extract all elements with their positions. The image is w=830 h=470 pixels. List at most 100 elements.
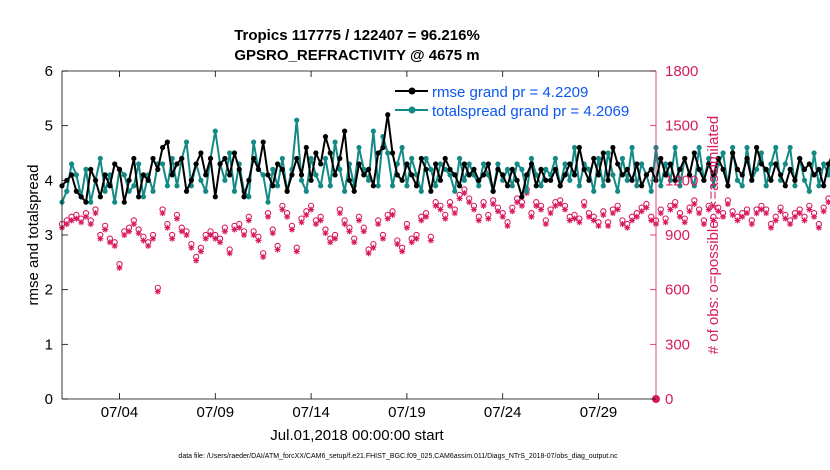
totalspread-point (495, 161, 501, 167)
rmse-point (236, 166, 242, 172)
rmse-point (409, 172, 415, 178)
obs-assimilated-marker (614, 206, 621, 213)
totalspread-point (198, 177, 204, 183)
y-left-tick-label: 0 (45, 391, 53, 408)
obs-assimilated-marker (724, 201, 731, 208)
totalspread-point (370, 128, 376, 134)
rmse-point (217, 161, 223, 167)
totalspread-point (706, 155, 712, 162)
obs-assimilated-marker (643, 204, 650, 211)
rmse-point (725, 183, 731, 189)
totalspread-point (342, 188, 348, 194)
y-right-tick-label: 1200 (665, 172, 698, 189)
rmse-point (116, 166, 123, 172)
rmse-point (715, 155, 721, 162)
totalspread-point (251, 139, 257, 145)
obs-assimilated-marker (106, 239, 113, 246)
rmse-point (203, 172, 209, 178)
totalspread-point (64, 188, 70, 194)
totalspread-point (279, 155, 285, 162)
obs-assimilated-marker (533, 202, 540, 209)
obs-assimilated-marker (221, 228, 228, 235)
obs-assimilated-marker (566, 217, 573, 224)
obs-assimilated-marker (782, 215, 789, 222)
rmse-point (361, 172, 367, 178)
rmse-point (227, 172, 233, 178)
rmse-point (150, 155, 156, 162)
obs-assimilated-marker (255, 237, 262, 244)
rmse-point (136, 194, 142, 200)
rmse-point (68, 172, 75, 178)
x-tick-label: 07/19 (388, 404, 426, 421)
obs-assimilated-marker (710, 217, 717, 224)
obs-assimilated-marker (748, 221, 755, 228)
obs-assimilated-marker (341, 221, 348, 228)
rmse-point (548, 177, 554, 183)
obs-assimilated-marker (447, 202, 454, 209)
y-right-tick-label: 0 (665, 391, 673, 408)
rmse-point (801, 166, 808, 172)
obs-assimilated-marker (351, 239, 358, 246)
rmse-point (442, 155, 448, 162)
rmse-point (634, 161, 640, 167)
obs-assimilated-marker (212, 235, 219, 242)
rmse-point (797, 155, 803, 162)
rmse-point (318, 161, 324, 167)
totalspread-point (404, 183, 410, 189)
obs-assimilated-marker (303, 211, 310, 218)
obs-assimilated-marker (456, 195, 463, 202)
totalspread-point (365, 177, 372, 183)
obs-assimilated-marker (542, 221, 549, 228)
rmse-point (710, 172, 717, 178)
obs-assimilated-marker (825, 199, 830, 206)
rmse-point (739, 172, 745, 178)
rmse-point (605, 177, 611, 183)
totalspread-point (203, 188, 209, 194)
totalspread-point (811, 150, 817, 156)
y-left-tick-label: 5 (45, 118, 53, 135)
x-axis-label: Jul.01,2018 00:00:00 start (270, 427, 444, 444)
obs-assimilated-marker (600, 211, 607, 218)
rmse-point (437, 177, 444, 183)
obs-assimilated-marker (662, 219, 669, 226)
totalspread-point (600, 183, 606, 189)
totalspread-point (423, 155, 429, 162)
totalspread-point (73, 172, 79, 178)
rmse-point (140, 172, 147, 178)
totalspread-point (452, 188, 458, 194)
obs-assimilated-marker (284, 213, 291, 220)
rmse-point (586, 177, 592, 183)
obs-assimilated-marker (561, 206, 568, 213)
obs-assimilated-marker (427, 237, 434, 244)
rmse-point (255, 166, 262, 172)
totalspread-point (456, 155, 463, 162)
rmse-point (169, 172, 175, 178)
obs-assimilated-marker (480, 202, 487, 209)
rmse-point (777, 172, 784, 178)
rmse-point (658, 155, 664, 162)
totalspread-point (298, 177, 305, 183)
obs-assimilated-marker (552, 202, 559, 209)
obs-assimilated-marker (696, 210, 703, 217)
obs-assimilated-marker (705, 206, 712, 213)
rmse-point (677, 166, 683, 172)
totalspread-point (150, 188, 156, 194)
totalspread-point (639, 161, 645, 167)
totalspread-point (183, 139, 190, 145)
obs-assimilated-marker (624, 224, 631, 231)
rmse-point (447, 166, 453, 172)
obs-assimilated-marker (801, 217, 808, 224)
totalspread-point (734, 177, 741, 183)
totalspread-point (140, 194, 147, 200)
obs-assimilated-marker (763, 210, 770, 217)
obs-assimilated-marker (676, 213, 683, 220)
rmse-point (806, 161, 812, 167)
rmse-point (696, 166, 702, 172)
obs-assimilated-marker (121, 232, 128, 238)
rmse-point (356, 161, 362, 167)
rmse-point (500, 172, 506, 178)
obs-assimilated-marker (264, 213, 271, 220)
rmse-point (413, 183, 420, 189)
totalspread-point (768, 161, 774, 167)
